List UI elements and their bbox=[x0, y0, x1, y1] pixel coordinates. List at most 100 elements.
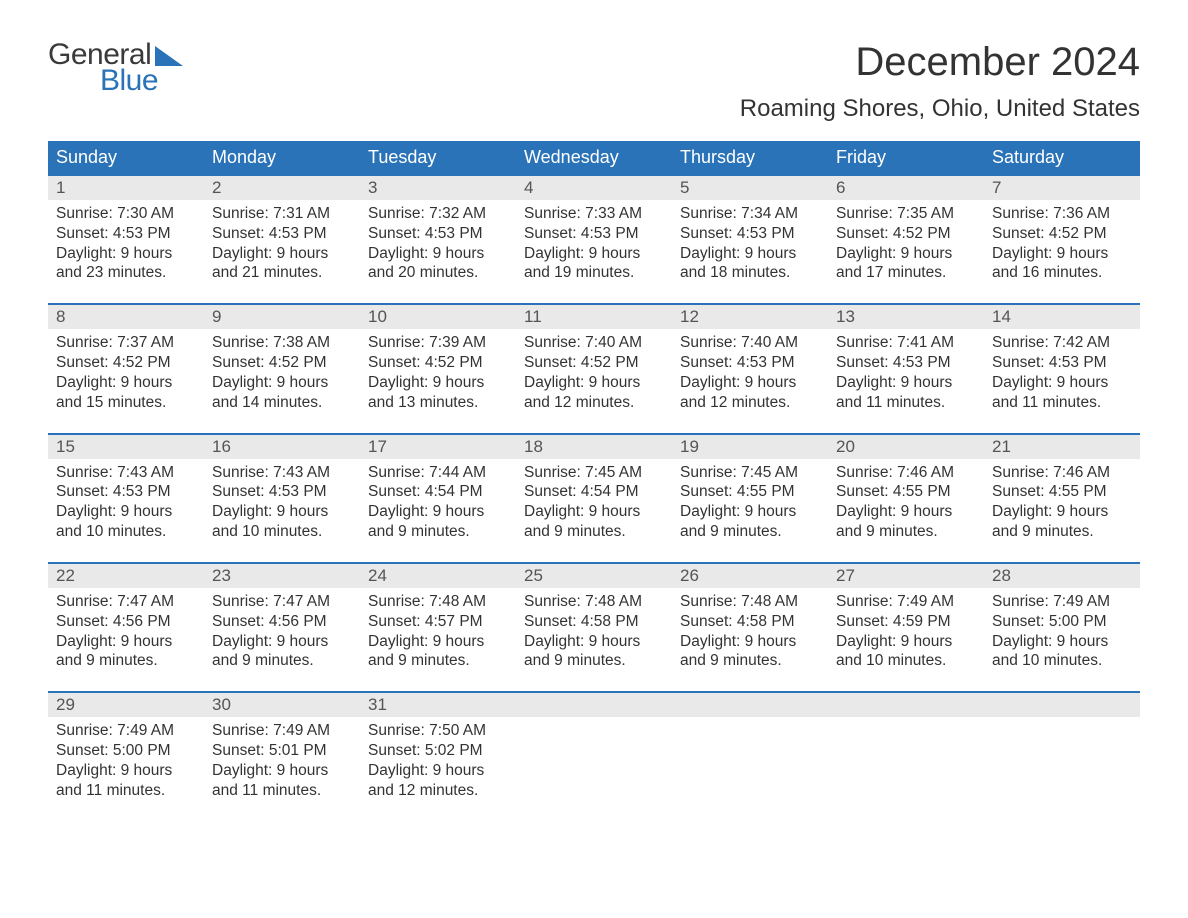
day-number: 18 bbox=[516, 435, 672, 459]
sunrise-line: Sunrise: 7:43 AM bbox=[212, 463, 352, 483]
weekday-header: Saturday bbox=[984, 141, 1140, 174]
weekday-header-row: Sunday Monday Tuesday Wednesday Thursday… bbox=[48, 141, 1140, 174]
day-number: 13 bbox=[828, 305, 984, 329]
weekday-header: Tuesday bbox=[360, 141, 516, 174]
daylight-line: Daylight: 9 hours and 9 minutes. bbox=[212, 632, 352, 672]
day-number: 31 bbox=[360, 693, 516, 717]
day-cell: Sunrise: 7:33 AMSunset: 4:53 PMDaylight:… bbox=[516, 200, 672, 285]
daylight-line: Daylight: 9 hours and 10 minutes. bbox=[212, 502, 352, 542]
day-cell: Sunrise: 7:31 AMSunset: 4:53 PMDaylight:… bbox=[204, 200, 360, 285]
sunset-line: Sunset: 5:00 PM bbox=[56, 741, 196, 761]
sunrise-line: Sunrise: 7:30 AM bbox=[56, 204, 196, 224]
day-cell: Sunrise: 7:50 AMSunset: 5:02 PMDaylight:… bbox=[360, 717, 516, 802]
day-number: 20 bbox=[828, 435, 984, 459]
sunset-line: Sunset: 4:53 PM bbox=[56, 224, 196, 244]
sunrise-line: Sunrise: 7:44 AM bbox=[368, 463, 508, 483]
daylight-line: Daylight: 9 hours and 11 minutes. bbox=[992, 373, 1132, 413]
daylight-line: Daylight: 9 hours and 11 minutes. bbox=[836, 373, 976, 413]
day-number: 12 bbox=[672, 305, 828, 329]
daylight-line: Daylight: 9 hours and 12 minutes. bbox=[524, 373, 664, 413]
daylight-line: Daylight: 9 hours and 11 minutes. bbox=[212, 761, 352, 801]
sunset-line: Sunset: 4:55 PM bbox=[680, 482, 820, 502]
day-number: 26 bbox=[672, 564, 828, 588]
daynum-row: 15161718192021 bbox=[48, 435, 1140, 459]
day-number: 10 bbox=[360, 305, 516, 329]
daylight-line: Daylight: 9 hours and 9 minutes. bbox=[992, 502, 1132, 542]
day-cell: Sunrise: 7:49 AMSunset: 5:01 PMDaylight:… bbox=[204, 717, 360, 802]
daylight-line: Daylight: 9 hours and 16 minutes. bbox=[992, 244, 1132, 284]
daylight-line: Daylight: 9 hours and 11 minutes. bbox=[56, 761, 196, 801]
sunset-line: Sunset: 4:53 PM bbox=[212, 482, 352, 502]
sunrise-line: Sunrise: 7:32 AM bbox=[368, 204, 508, 224]
sunrise-line: Sunrise: 7:47 AM bbox=[56, 592, 196, 612]
day-number: 5 bbox=[672, 176, 828, 200]
day-number: 27 bbox=[828, 564, 984, 588]
daylight-line: Daylight: 9 hours and 18 minutes. bbox=[680, 244, 820, 284]
daynum-row: 891011121314 bbox=[48, 305, 1140, 329]
calendar: Sunday Monday Tuesday Wednesday Thursday… bbox=[48, 141, 1140, 803]
weekday-header: Sunday bbox=[48, 141, 204, 174]
sunset-line: Sunset: 4:53 PM bbox=[836, 353, 976, 373]
sunset-line: Sunset: 4:52 PM bbox=[212, 353, 352, 373]
daylight-line: Daylight: 9 hours and 12 minutes. bbox=[368, 761, 508, 801]
day-cell bbox=[516, 717, 672, 802]
sunset-line: Sunset: 4:52 PM bbox=[368, 353, 508, 373]
sunrise-line: Sunrise: 7:39 AM bbox=[368, 333, 508, 353]
day-number: 15 bbox=[48, 435, 204, 459]
sunrise-line: Sunrise: 7:31 AM bbox=[212, 204, 352, 224]
day-cell: Sunrise: 7:48 AMSunset: 4:58 PMDaylight:… bbox=[516, 588, 672, 673]
day-number: 16 bbox=[204, 435, 360, 459]
sunset-line: Sunset: 4:53 PM bbox=[368, 224, 508, 244]
day-number: 21 bbox=[984, 435, 1140, 459]
sunrise-line: Sunrise: 7:45 AM bbox=[680, 463, 820, 483]
sunset-line: Sunset: 4:59 PM bbox=[836, 612, 976, 632]
day-cell: Sunrise: 7:49 AMSunset: 4:59 PMDaylight:… bbox=[828, 588, 984, 673]
sunset-line: Sunset: 5:01 PM bbox=[212, 741, 352, 761]
sunset-line: Sunset: 4:52 PM bbox=[524, 353, 664, 373]
sunrise-line: Sunrise: 7:49 AM bbox=[56, 721, 196, 741]
day-cell: Sunrise: 7:43 AMSunset: 4:53 PMDaylight:… bbox=[48, 459, 204, 544]
daylight-line: Daylight: 9 hours and 9 minutes. bbox=[368, 502, 508, 542]
daylight-line: Daylight: 9 hours and 20 minutes. bbox=[368, 244, 508, 284]
daybody-row: Sunrise: 7:49 AMSunset: 5:00 PMDaylight:… bbox=[48, 717, 1140, 802]
daynum-row: 1234567 bbox=[48, 176, 1140, 200]
day-cell: Sunrise: 7:46 AMSunset: 4:55 PMDaylight:… bbox=[828, 459, 984, 544]
daylight-line: Daylight: 9 hours and 21 minutes. bbox=[212, 244, 352, 284]
sunrise-line: Sunrise: 7:48 AM bbox=[680, 592, 820, 612]
sunset-line: Sunset: 4:53 PM bbox=[680, 353, 820, 373]
day-cell: Sunrise: 7:36 AMSunset: 4:52 PMDaylight:… bbox=[984, 200, 1140, 285]
daybody-row: Sunrise: 7:47 AMSunset: 4:56 PMDaylight:… bbox=[48, 588, 1140, 673]
day-cell: Sunrise: 7:42 AMSunset: 4:53 PMDaylight:… bbox=[984, 329, 1140, 414]
sunrise-line: Sunrise: 7:43 AM bbox=[56, 463, 196, 483]
sunset-line: Sunset: 4:53 PM bbox=[524, 224, 664, 244]
sunrise-line: Sunrise: 7:40 AM bbox=[680, 333, 820, 353]
day-cell: Sunrise: 7:44 AMSunset: 4:54 PMDaylight:… bbox=[360, 459, 516, 544]
sunrise-line: Sunrise: 7:35 AM bbox=[836, 204, 976, 224]
sunrise-line: Sunrise: 7:46 AM bbox=[992, 463, 1132, 483]
sunset-line: Sunset: 5:02 PM bbox=[368, 741, 508, 761]
day-cell: Sunrise: 7:32 AMSunset: 4:53 PMDaylight:… bbox=[360, 200, 516, 285]
day-cell: Sunrise: 7:45 AMSunset: 4:54 PMDaylight:… bbox=[516, 459, 672, 544]
day-cell: Sunrise: 7:39 AMSunset: 4:52 PMDaylight:… bbox=[360, 329, 516, 414]
day-cell bbox=[828, 717, 984, 802]
sunset-line: Sunset: 4:57 PM bbox=[368, 612, 508, 632]
day-cell: Sunrise: 7:45 AMSunset: 4:55 PMDaylight:… bbox=[672, 459, 828, 544]
daylight-line: Daylight: 9 hours and 17 minutes. bbox=[836, 244, 976, 284]
day-number: 7 bbox=[984, 176, 1140, 200]
daylight-line: Daylight: 9 hours and 14 minutes. bbox=[212, 373, 352, 413]
calendar-week: 1234567Sunrise: 7:30 AMSunset: 4:53 PMDa… bbox=[48, 174, 1140, 285]
daybody-row: Sunrise: 7:37 AMSunset: 4:52 PMDaylight:… bbox=[48, 329, 1140, 414]
day-number bbox=[516, 693, 672, 717]
sunrise-line: Sunrise: 7:40 AM bbox=[524, 333, 664, 353]
sunset-line: Sunset: 4:53 PM bbox=[212, 224, 352, 244]
sunset-line: Sunset: 4:54 PM bbox=[524, 482, 664, 502]
day-number: 1 bbox=[48, 176, 204, 200]
day-cell bbox=[672, 717, 828, 802]
sunset-line: Sunset: 4:53 PM bbox=[992, 353, 1132, 373]
title-block: December 2024 Roaming Shores, Ohio, Unit… bbox=[740, 40, 1140, 123]
day-number bbox=[672, 693, 828, 717]
calendar-week: 293031Sunrise: 7:49 AMSunset: 5:00 PMDay… bbox=[48, 691, 1140, 802]
day-cell: Sunrise: 7:46 AMSunset: 4:55 PMDaylight:… bbox=[984, 459, 1140, 544]
daylight-line: Daylight: 9 hours and 10 minutes. bbox=[56, 502, 196, 542]
month-title: December 2024 bbox=[740, 40, 1140, 85]
